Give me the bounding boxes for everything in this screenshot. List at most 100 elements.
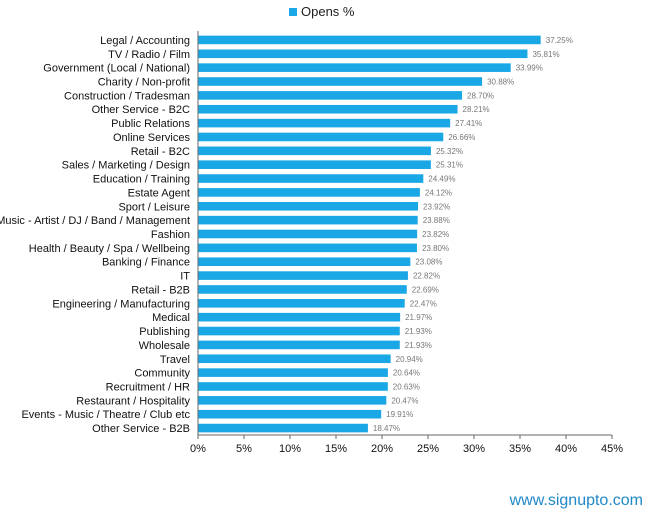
- category-label: Estate Agent: [128, 187, 190, 199]
- category-label: Restaurant / Hospitality: [76, 395, 190, 407]
- data-label: 21.93%: [405, 327, 432, 336]
- data-label: 37.25%: [546, 36, 573, 45]
- bar: [198, 215, 418, 225]
- data-label: 33.99%: [516, 64, 543, 73]
- data-label: 19.91%: [386, 410, 413, 419]
- bar: [198, 63, 511, 72]
- category-label: Music - Artist / DJ / Band / Management: [0, 215, 190, 227]
- x-tick-label: 30%: [463, 443, 485, 455]
- data-label: 22.82%: [413, 272, 440, 281]
- x-tick-label: 40%: [555, 443, 577, 455]
- bar: [198, 104, 458, 114]
- bar: [198, 326, 400, 336]
- data-label: 23.80%: [422, 244, 449, 253]
- category-label: Education / Training: [93, 174, 190, 186]
- category-label: Government (Local / National): [43, 63, 190, 75]
- category-label: Other Service - B2C: [92, 104, 190, 116]
- bar: [198, 160, 431, 169]
- bar: [198, 132, 444, 142]
- bar: [198, 382, 388, 391]
- x-tick-label: 10%: [279, 443, 301, 455]
- data-label: 21.97%: [405, 313, 432, 322]
- x-tick-label: 45%: [601, 443, 623, 455]
- data-label: 23.92%: [423, 202, 450, 211]
- bar: [198, 271, 408, 280]
- bar: [198, 396, 387, 405]
- bar: [198, 174, 424, 183]
- legend-swatch: [289, 7, 297, 16]
- bar: [198, 188, 420, 197]
- data-label: 35.81%: [532, 50, 559, 59]
- data-label: 27.41%: [455, 119, 482, 128]
- data-label: 23.08%: [415, 258, 442, 267]
- x-tick-label: 15%: [325, 443, 347, 455]
- category-label: Banking / Finance: [102, 257, 190, 269]
- data-label: 20.94%: [396, 355, 423, 364]
- bar: [198, 299, 405, 308]
- data-label: 28.70%: [467, 91, 494, 100]
- category-label: Charity / Non-profit: [98, 77, 190, 89]
- category-label: Fashion: [151, 229, 190, 241]
- bar: [198, 146, 431, 156]
- category-label: Online Services: [113, 132, 191, 144]
- data-label: 24.49%: [428, 175, 455, 184]
- data-label: 30.88%: [487, 78, 514, 87]
- category-label: Publishing: [139, 326, 190, 338]
- x-tick-label: 25%: [417, 443, 439, 455]
- bar: [198, 229, 418, 239]
- x-tick-label: 0%: [190, 443, 206, 455]
- data-label: 18.47%: [373, 424, 400, 433]
- legend-label: Opens %: [301, 4, 355, 19]
- category-label: Recruitment / HR: [106, 381, 190, 393]
- category-label: Retail - B2B: [131, 284, 190, 296]
- bar: [198, 409, 382, 419]
- bar: [198, 35, 541, 45]
- category-label: IT: [180, 271, 190, 283]
- bar: [198, 49, 528, 59]
- category-label: Retail - B2C: [131, 146, 190, 158]
- data-label: 22.47%: [410, 299, 437, 308]
- data-label: 23.82%: [422, 230, 449, 239]
- category-label: Public Relations: [111, 118, 190, 130]
- data-label: 22.69%: [412, 285, 439, 294]
- chart-legend: Opens %: [289, 4, 354, 19]
- bar: [198, 257, 411, 267]
- data-label: 23.88%: [423, 216, 450, 225]
- category-label: Legal / Accounting: [100, 35, 190, 47]
- category-label: Community: [134, 368, 190, 380]
- category-label: Sales / Marketing / Design: [62, 160, 190, 172]
- category-label: Events - Music / Theatre / Club etc: [21, 409, 190, 421]
- bar: [198, 91, 463, 100]
- bar: [198, 340, 400, 350]
- bar: [198, 243, 417, 253]
- category-label: Medical: [152, 312, 190, 324]
- data-label: 20.63%: [393, 382, 420, 391]
- x-tick-label: 35%: [509, 443, 531, 455]
- data-label: 20.64%: [393, 369, 420, 378]
- bar: [198, 423, 368, 433]
- data-label: 21.93%: [405, 341, 432, 350]
- data-label: 24.12%: [425, 188, 452, 197]
- data-label: 25.31%: [436, 161, 463, 170]
- category-label: TV / Radio / Film: [108, 49, 190, 61]
- category-label: Construction / Tradesman: [64, 90, 190, 102]
- data-label: 28.21%: [463, 105, 490, 114]
- category-label: Sport / Leisure: [118, 201, 190, 213]
- category-label: Wholesale: [139, 340, 190, 352]
- category-label: Health / Beauty / Spa / Wellbeing: [29, 243, 190, 255]
- bar: [198, 77, 483, 86]
- bar: [198, 285, 407, 294]
- x-tick-label: 20%: [371, 443, 393, 455]
- category-label: Travel: [160, 354, 190, 366]
- data-label: 25.32%: [436, 147, 463, 156]
- watermark-url: www.signupto.com: [509, 492, 643, 509]
- bar: [198, 312, 401, 322]
- category-label: Other Service - B2B: [92, 423, 190, 435]
- category-label: Engineering / Manufacturing: [52, 298, 190, 310]
- bar: [198, 118, 451, 128]
- data-label: 26.66%: [448, 133, 475, 142]
- bar: [198, 201, 419, 211]
- x-tick-label: 5%: [236, 443, 252, 455]
- data-label: 20.47%: [391, 396, 418, 405]
